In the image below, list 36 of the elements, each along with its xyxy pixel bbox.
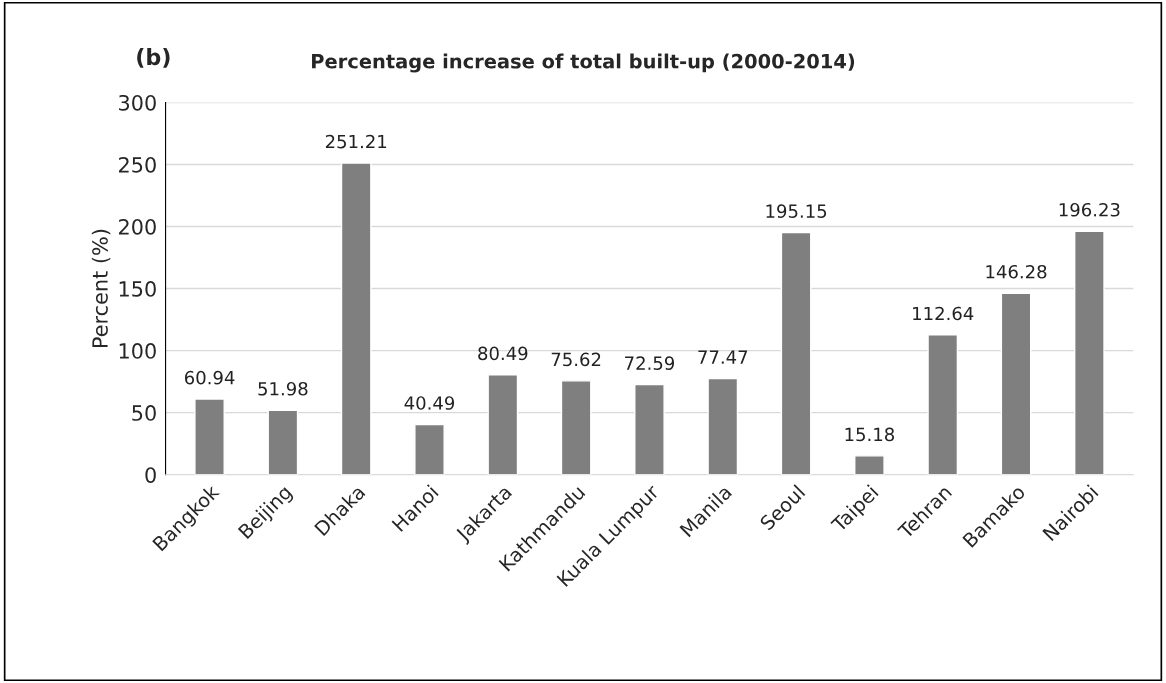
- data-label: 60.94: [184, 370, 235, 385]
- data-label: 195.15: [766, 204, 827, 218]
- bar: [1000, 292, 1032, 475]
- bar: [634, 383, 665, 475]
- bar: [707, 377, 739, 475]
- bar: [560, 380, 592, 475]
- bar: [194, 398, 225, 475]
- y-tick-label: 300: [119, 94, 156, 111]
- y-tick-label: 250: [119, 156, 156, 173]
- chart-title: Percentage increase of total built-up (2000-2014): [312, 53, 855, 73]
- y-tick-label: 50: [132, 405, 156, 421]
- data-label: 15.18: [845, 427, 895, 442]
- data-label: 51.98: [258, 381, 308, 396]
- y-axis-title: Percent (%): [91, 229, 111, 348]
- bar: [414, 423, 445, 475]
- data-label: 196.23: [1059, 202, 1120, 217]
- y-tick-label: 0: [145, 467, 156, 483]
- y-tick-label: 100: [119, 343, 156, 359]
- bar: [1074, 230, 1105, 475]
- bar: [780, 231, 812, 475]
- bar: [340, 162, 372, 475]
- data-label: 77.47: [698, 350, 748, 364]
- data-label: 40.49: [404, 396, 455, 410]
- data-label: 75.62: [551, 352, 601, 367]
- data-label: 112.64: [913, 306, 974, 321]
- bar: [854, 455, 885, 475]
- text: (b): [137, 48, 170, 68]
- bar: [487, 374, 519, 475]
- bar: [267, 409, 299, 475]
- data-label: 72.59: [625, 356, 675, 371]
- data-label: 80.49: [478, 346, 528, 361]
- bar: [927, 334, 959, 475]
- data-label: 146.28: [986, 264, 1047, 279]
- data-label: 251.21: [325, 134, 387, 149]
- y-tick-label: 200: [119, 218, 156, 235]
- y-tick-label: 150: [119, 281, 156, 297]
